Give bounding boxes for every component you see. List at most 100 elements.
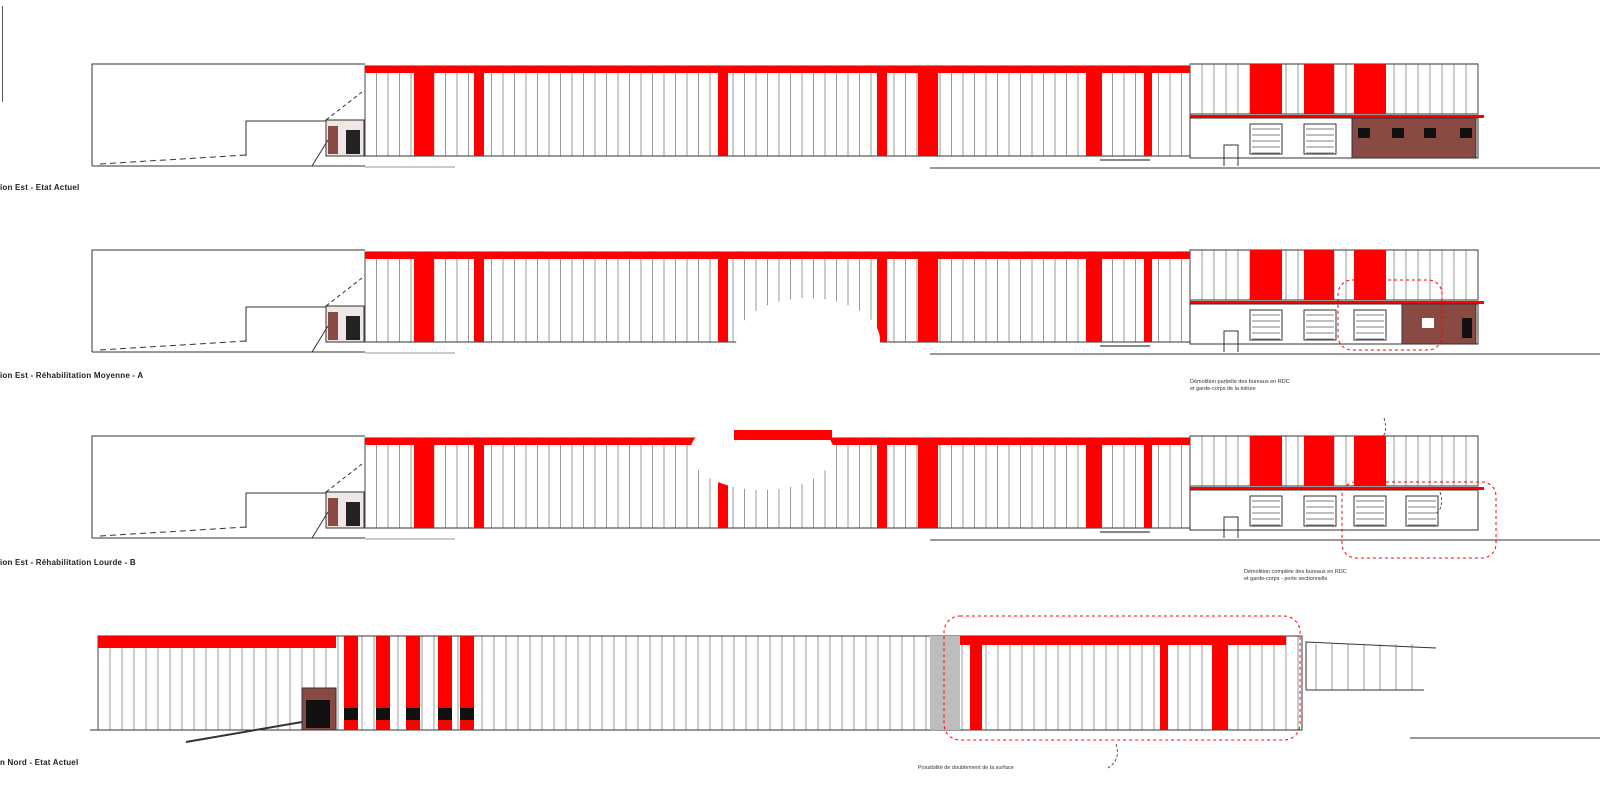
sectional-door (1353, 309, 1387, 341)
sectional-door (1353, 495, 1387, 527)
east-elevation-current (91, 63, 1600, 169)
annotation-note-a: Démolition partielle des bureaux en RDC … (1190, 379, 1290, 393)
stair-tower-brick (328, 312, 338, 340)
red-column (1144, 66, 1152, 156)
annotation-note-c-line1: Possibilité de doublement de la surface (918, 765, 1014, 771)
annotation-note-a-line1: Démolition partielle des bureaux en RDC (1190, 379, 1290, 385)
roof-band (960, 636, 1286, 645)
annotation-note-b: Démolition complète des bureaux en RDC e… (1244, 569, 1347, 583)
column-base (438, 708, 452, 720)
slope-line (325, 91, 363, 121)
grey-section (930, 636, 960, 730)
brick-window (1358, 128, 1370, 138)
office-red-panel (1354, 436, 1386, 486)
office-red-panel (1250, 64, 1282, 114)
red-column (474, 438, 484, 528)
red-column (718, 66, 728, 156)
side-building-outline (91, 249, 365, 352)
office-red-panel (1304, 64, 1334, 114)
stair-tower-door (346, 316, 360, 340)
red-column (918, 438, 938, 528)
column-base (344, 708, 358, 720)
slope-line (99, 526, 247, 537)
elevation-title-1: ion Est - Etat Actuel (0, 183, 80, 192)
red-column (460, 636, 474, 730)
red-column (918, 252, 938, 342)
red-column (1160, 636, 1168, 730)
annex-outline (245, 120, 326, 156)
slope-line (325, 463, 363, 493)
annex-outline (245, 306, 326, 342)
stair-block-door (306, 700, 330, 728)
brick-office (1351, 117, 1477, 159)
red-column (970, 636, 982, 730)
stair-tower-door (346, 130, 360, 154)
roof-band (365, 66, 1190, 72)
office-red-panel (1250, 436, 1282, 486)
sectional-door (1249, 309, 1283, 341)
red-column (344, 636, 358, 730)
sectional-door (1405, 495, 1439, 527)
white-blob (736, 298, 880, 382)
red-column (1144, 438, 1152, 528)
office-red-panel (1304, 250, 1334, 300)
brick-door (1462, 318, 1472, 338)
main-hall (364, 65, 1191, 157)
sheet-border (0, 6, 3, 102)
sectional-door (1303, 309, 1337, 341)
brick-window (1422, 318, 1434, 328)
roof-band (98, 636, 336, 648)
red-column (1086, 252, 1102, 342)
annotation-note-b-line2: et garde-corps - porte sectionnelle (1244, 576, 1328, 582)
red-column (474, 252, 484, 342)
side-building-outline (91, 435, 365, 538)
roof-band-fragment (734, 430, 832, 440)
red-column (414, 438, 434, 528)
elevation-title-4: n Nord - Etat Actuel (0, 758, 79, 767)
brick-window (1460, 128, 1472, 138)
office-entrance (1223, 516, 1239, 538)
red-column (1144, 252, 1152, 342)
leader-line (1434, 491, 1443, 515)
office-entrance (1223, 144, 1239, 166)
red-column (1086, 66, 1102, 156)
office-slab (1190, 301, 1484, 304)
red-column (376, 636, 390, 730)
column-base (406, 708, 420, 720)
sectional-door (1249, 123, 1283, 155)
stair-tower-brick (328, 498, 338, 526)
redacted-overlay (690, 298, 880, 490)
red-column (1212, 636, 1228, 730)
slope-line (99, 154, 247, 165)
column-base (460, 708, 474, 720)
stair-tower-door (346, 502, 360, 526)
red-column (406, 636, 420, 730)
annex-outline (245, 492, 326, 528)
cloud-callout (1341, 481, 1497, 559)
annotation-note-b-line1: Démolition complète des bureaux en RDC (1244, 569, 1347, 575)
sectional-door (1303, 495, 1337, 527)
canopy (1305, 641, 1437, 690)
red-column (474, 66, 484, 156)
side-building-outline (91, 63, 365, 166)
red-column (1086, 438, 1102, 528)
brick-window (1392, 128, 1404, 138)
elevation-title-2: ion Est - Réhabilitation Moyenne - A (0, 371, 144, 380)
office-red-panel (1354, 64, 1386, 114)
cloud-callout (943, 615, 1301, 741)
east-elevation-heavy-rehab (91, 435, 1600, 559)
slope-line (99, 340, 247, 351)
sectional-door (1249, 495, 1283, 527)
north-hall (97, 635, 1303, 731)
red-column (718, 252, 728, 342)
red-column (438, 636, 452, 730)
office-red-panel (1250, 250, 1282, 300)
slope-line (325, 277, 363, 307)
office-slab (1190, 487, 1484, 490)
red-column (918, 66, 938, 156)
office-red-panel (1354, 250, 1386, 300)
ramp (185, 721, 303, 743)
cloud-callout (1337, 279, 1443, 351)
